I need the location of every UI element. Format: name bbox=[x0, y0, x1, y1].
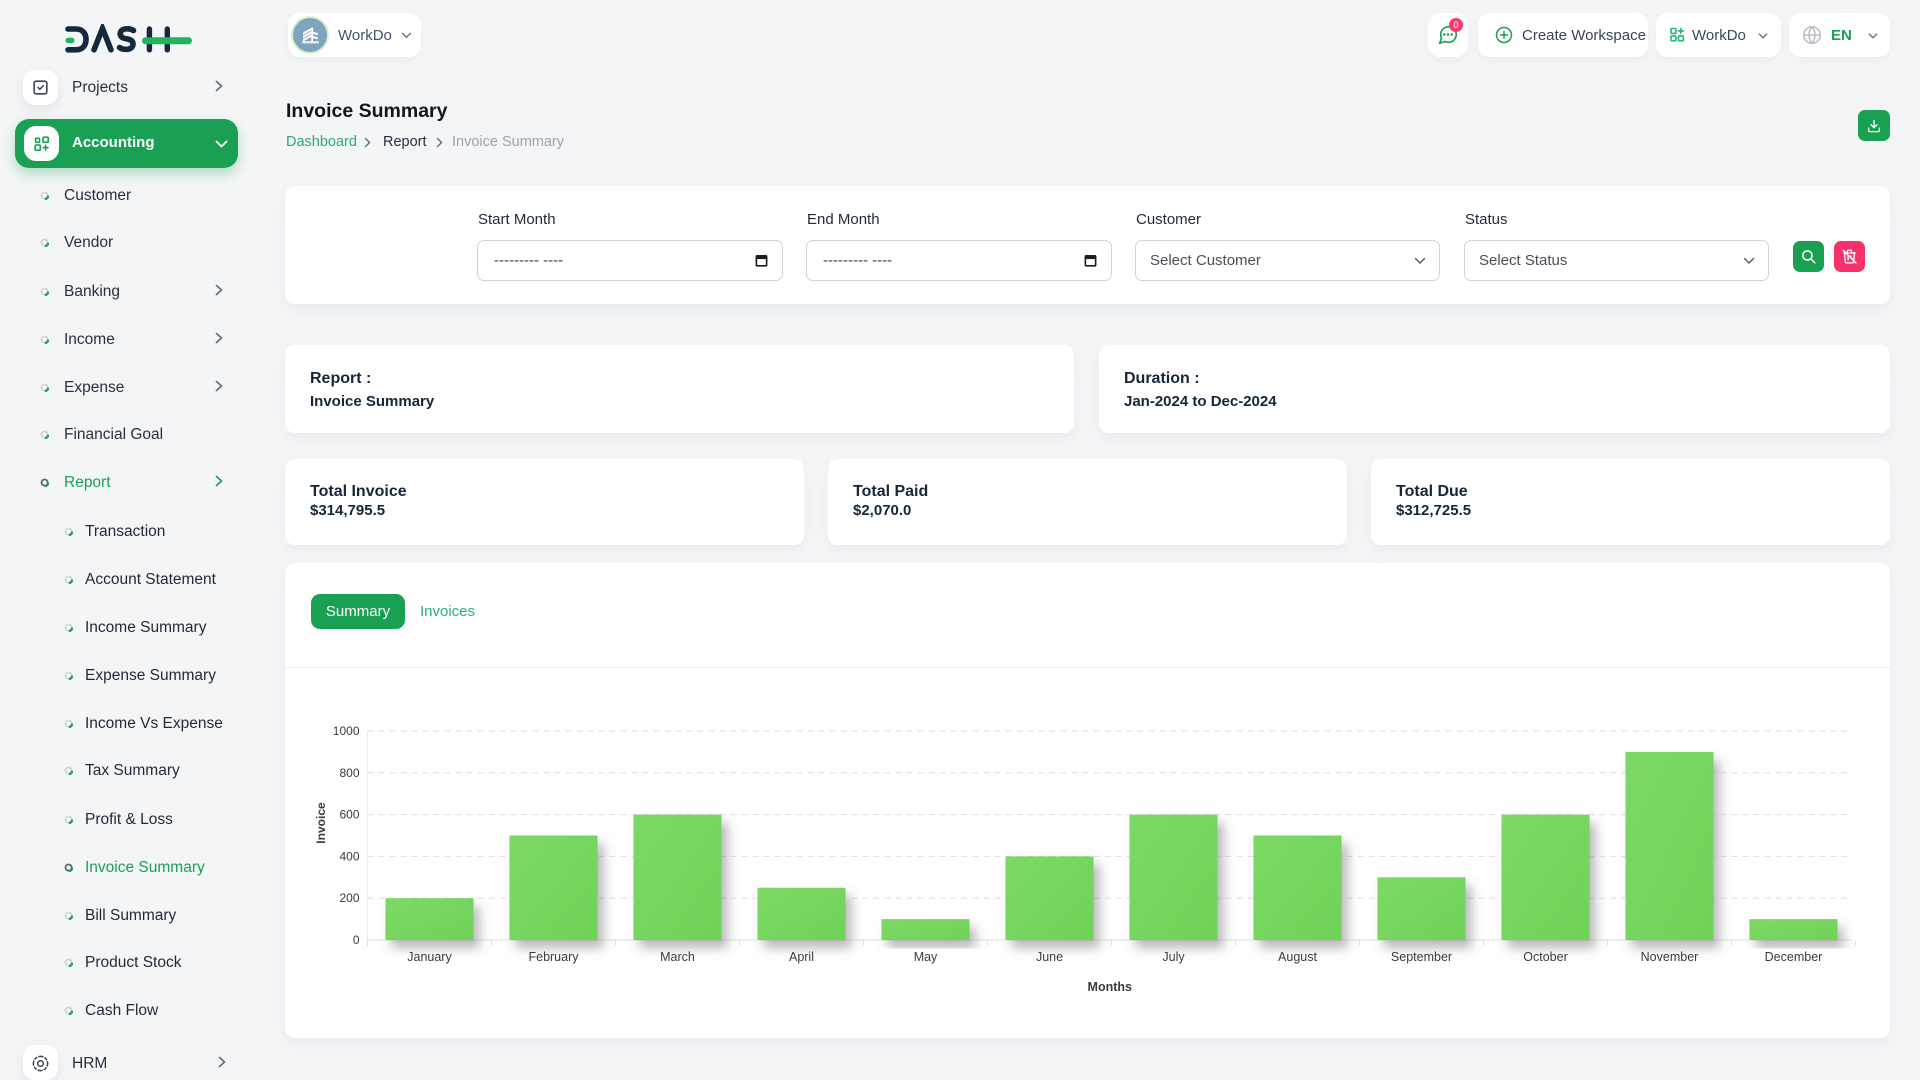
svg-text:May: May bbox=[914, 950, 938, 964]
svg-text:October: October bbox=[1523, 950, 1567, 964]
svg-text:November: November bbox=[1641, 950, 1699, 964]
svg-text:December: December bbox=[1765, 950, 1823, 964]
svg-text:800: 800 bbox=[339, 766, 359, 780]
svg-text:September: September bbox=[1391, 950, 1452, 964]
svg-text:January: January bbox=[407, 950, 452, 964]
svg-text:1000: 1000 bbox=[333, 724, 360, 738]
svg-text:April: April bbox=[789, 950, 814, 964]
svg-text:400: 400 bbox=[339, 849, 359, 863]
svg-text:March: March bbox=[660, 950, 695, 964]
svg-text:August: August bbox=[1278, 950, 1317, 964]
svg-text:200: 200 bbox=[339, 891, 359, 905]
svg-text:600: 600 bbox=[339, 808, 359, 822]
svg-text:Invoice: Invoice bbox=[314, 802, 328, 844]
svg-text:June: June bbox=[1036, 950, 1063, 964]
svg-text:February: February bbox=[528, 950, 579, 964]
svg-text:July: July bbox=[1162, 950, 1185, 964]
svg-text:Months: Months bbox=[1088, 980, 1132, 994]
svg-text:0: 0 bbox=[353, 933, 360, 947]
